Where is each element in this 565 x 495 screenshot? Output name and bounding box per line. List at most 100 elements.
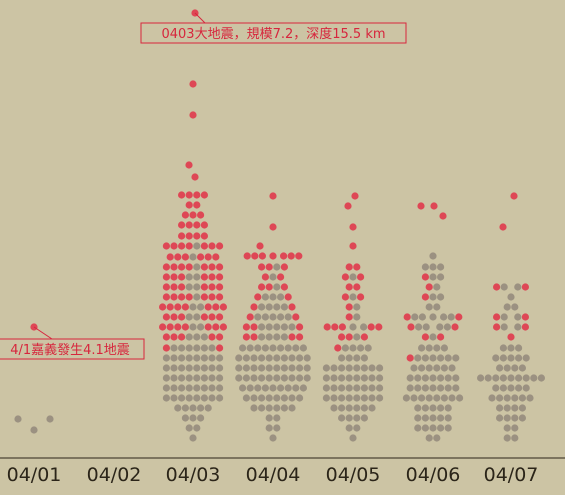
quake-dot-small [376, 394, 384, 402]
quake-dot-large [208, 242, 216, 250]
quake-dot-small [208, 394, 216, 402]
quake-dot-large [193, 201, 201, 209]
quake-dot-small [269, 384, 277, 392]
quake-dot-large [200, 242, 208, 250]
quake-dot-large [357, 293, 365, 301]
quake-dot-small [353, 394, 361, 402]
quake-dot-large [216, 263, 224, 271]
day-column-04-01 [14, 323, 54, 434]
quake-dot-small [280, 404, 288, 412]
quake-dot-small [30, 426, 38, 434]
quake-dot-large [375, 323, 383, 331]
quake-dot-small [303, 354, 311, 362]
quake-dot-large [162, 263, 170, 271]
quake-dot-small [503, 414, 511, 422]
annotation-chiayi-quake: 4/1嘉義發生4.1地震 [0, 326, 145, 360]
quake-dot-small [414, 424, 422, 432]
quake-dot-small [376, 364, 384, 372]
quake-dot-small [193, 424, 201, 432]
quake-dot-small [515, 354, 523, 362]
quake-dot-large [181, 211, 189, 219]
quake-dot-small [515, 374, 523, 382]
quake-dot-small [437, 404, 445, 412]
quake-dot-small [437, 374, 445, 382]
x-tick-label: 04/01 [7, 464, 62, 486]
quake-dot-small [204, 404, 212, 412]
quake-dot-large [439, 212, 447, 220]
quake-dot-small [216, 364, 224, 372]
quake-dot-small [353, 384, 361, 392]
quake-dot-small [499, 374, 507, 382]
quake-dot-large [421, 273, 429, 281]
annotation-main-quake: 0403大地震，規模7.2，深度15.5 km [140, 12, 407, 44]
quake-dot-small [185, 394, 193, 402]
quake-dot-large [216, 242, 224, 250]
quake-dot-large [216, 293, 224, 301]
quake-dot-small [269, 293, 277, 301]
quake-dot-small [429, 384, 437, 392]
quake-dot-small [170, 374, 178, 382]
quake-dot-small [477, 374, 485, 382]
quake-dot-large [280, 283, 288, 291]
quake-dot-small [511, 394, 519, 402]
quake-dot-small [507, 354, 515, 362]
quake-dot-small [418, 344, 426, 352]
quake-dot-small [258, 404, 266, 412]
quake-dot-large [521, 283, 530, 291]
quake-dot-small [200, 333, 208, 341]
quake-dot-small [518, 364, 527, 372]
day-column-04-06 [402, 202, 464, 442]
quake-dot-small [345, 354, 353, 362]
quake-dot-small [273, 333, 281, 341]
quake-dot-large [178, 333, 186, 341]
quake-dot-small [299, 344, 307, 352]
quake-dot-large [216, 313, 224, 321]
annotation-main-quake-text: 0403大地震，規模7.2，深度15.5 km [161, 26, 385, 42]
quake-dot-large [162, 333, 170, 341]
quake-dot-large [212, 253, 220, 261]
quake-dot-large [406, 354, 414, 362]
quake-dot-large [166, 323, 174, 331]
quake-dot-small [360, 323, 368, 331]
quake-dot-small [437, 293, 445, 301]
quake-dot-large [349, 223, 357, 231]
quake-dot-small [330, 404, 338, 412]
quake-dot-small [185, 283, 193, 291]
quake-dot-small [185, 384, 193, 392]
quake-dot-small [537, 374, 546, 382]
quake-dot-small [437, 414, 445, 422]
quake-dot-large [417, 202, 425, 210]
quake-dot-small [246, 384, 254, 392]
quake-dot-large [166, 303, 174, 311]
quake-dot-small [181, 404, 189, 412]
quake-dot-small [410, 394, 418, 402]
quake-dot-large [269, 192, 277, 200]
quake-dot-small [178, 364, 186, 372]
quake-dot-small [193, 263, 201, 271]
quake-dot-small [277, 313, 285, 321]
quake-dot-small [421, 354, 429, 362]
quake-dot-small [353, 313, 361, 321]
quake-dot-small [518, 394, 527, 402]
quake-dot-small [193, 242, 201, 250]
quake-dot-small [189, 323, 197, 331]
quake-dot-small [414, 354, 422, 362]
quake-dot-large [204, 253, 212, 261]
quake-dot-small [265, 404, 273, 412]
quake-dot-large [170, 263, 178, 271]
quake-dot-small [242, 354, 250, 362]
quake-dot-large [403, 313, 411, 321]
quake-dot-small [514, 323, 522, 331]
day-column-04-03 [159, 9, 227, 442]
quake-dot-small [448, 364, 456, 372]
quake-dot-small [341, 344, 349, 352]
quake-dot-large [216, 344, 224, 352]
quake-dot-small [456, 394, 464, 402]
quake-dot-small [14, 415, 22, 423]
quake-dot-large [493, 323, 501, 331]
quake-dot-small [250, 404, 258, 412]
quake-dot-small [414, 404, 422, 412]
quake-dot-small [414, 384, 422, 392]
quake-dot-small [269, 434, 277, 442]
quake-dot-large [197, 211, 205, 219]
